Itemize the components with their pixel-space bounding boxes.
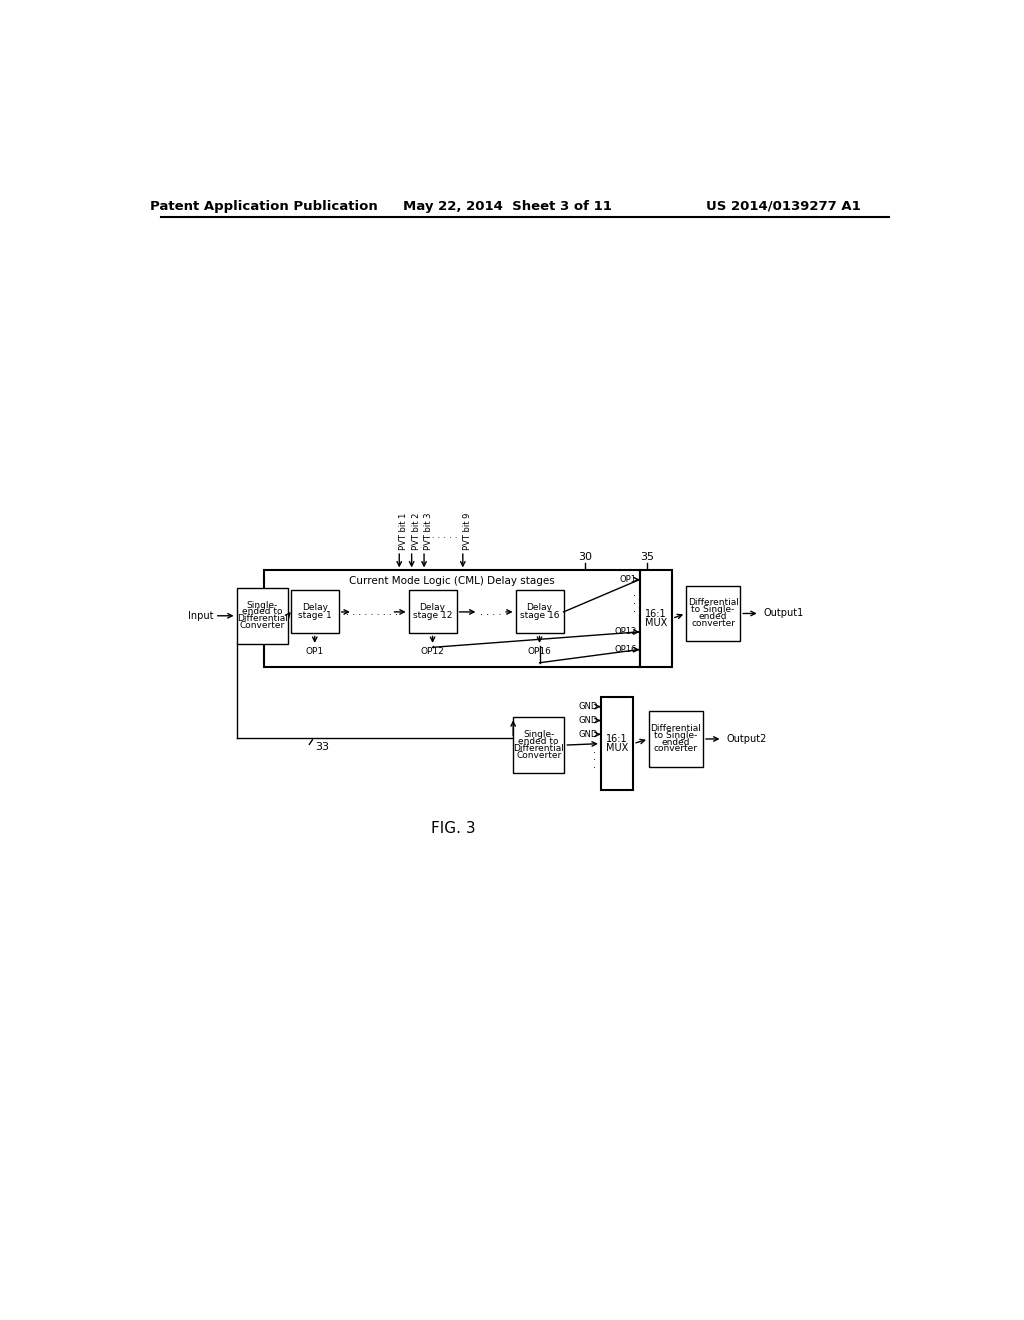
- Text: Delay: Delay: [302, 603, 328, 611]
- Text: Input: Input: [187, 611, 213, 620]
- Text: MUX: MUX: [645, 618, 667, 628]
- Bar: [409, 590, 457, 634]
- Text: .: .: [634, 589, 636, 598]
- Text: 30: 30: [579, 552, 592, 562]
- Text: stage 12: stage 12: [413, 611, 453, 619]
- Text: OP12: OP12: [421, 648, 444, 656]
- Text: GND: GND: [579, 702, 598, 711]
- Text: .: .: [593, 760, 596, 770]
- Text: . . . .: . . . .: [480, 607, 502, 616]
- Text: PVT bit 2: PVT bit 2: [412, 512, 421, 549]
- Text: Output2: Output2: [726, 734, 767, 744]
- Text: OP1: OP1: [620, 576, 636, 583]
- Text: Delay: Delay: [420, 603, 445, 611]
- Text: ended to: ended to: [518, 737, 559, 746]
- Text: .: .: [634, 597, 636, 606]
- Text: Single-: Single-: [247, 601, 278, 610]
- Text: to Single-: to Single-: [691, 605, 735, 614]
- Text: .: .: [593, 744, 596, 755]
- Text: Delay: Delay: [526, 603, 553, 611]
- Text: PVT bit 1: PVT bit 1: [399, 512, 409, 549]
- Text: PVT bit 9: PVT bit 9: [463, 512, 472, 549]
- Text: OP16: OP16: [527, 648, 552, 656]
- Text: converter: converter: [691, 619, 735, 628]
- Text: Differential: Differential: [688, 598, 738, 607]
- Text: ended: ended: [662, 738, 690, 747]
- Text: stage 16: stage 16: [520, 611, 559, 619]
- Text: US 2014/0139277 A1: US 2014/0139277 A1: [706, 199, 860, 213]
- Text: Current Mode Logic (CML) Delay stages: Current Mode Logic (CML) Delay stages: [349, 576, 554, 586]
- Bar: [263, 570, 640, 667]
- Bar: [515, 590, 563, 634]
- Text: to Single-: to Single-: [654, 731, 697, 739]
- Text: Differential: Differential: [650, 723, 701, 733]
- Text: Output1: Output1: [764, 609, 804, 619]
- Text: May 22, 2014  Sheet 3 of 11: May 22, 2014 Sheet 3 of 11: [403, 199, 612, 213]
- Bar: [513, 718, 564, 774]
- Text: . . . . . . . . .: . . . . . . . . .: [346, 607, 398, 616]
- Text: Patent Application Publication: Patent Application Publication: [150, 199, 378, 213]
- Text: Differential: Differential: [237, 614, 288, 623]
- Bar: [649, 711, 703, 767]
- Text: MUX: MUX: [606, 743, 628, 754]
- Text: 16:1: 16:1: [606, 734, 628, 744]
- Bar: [601, 697, 633, 789]
- Text: OP1: OP1: [306, 648, 324, 656]
- Text: OP16: OP16: [614, 645, 636, 655]
- Text: GND: GND: [579, 730, 598, 739]
- Text: Differential: Differential: [513, 743, 564, 752]
- Text: Converter: Converter: [240, 622, 285, 630]
- Text: GND: GND: [579, 715, 598, 725]
- Text: PVT bit 3: PVT bit 3: [424, 512, 433, 549]
- Text: 33: 33: [314, 742, 329, 752]
- Text: ended: ended: [698, 612, 727, 620]
- Text: FIG. 3: FIG. 3: [431, 821, 476, 836]
- Text: 35: 35: [640, 552, 654, 562]
- Text: Converter: Converter: [516, 751, 561, 759]
- Bar: [640, 570, 672, 667]
- Text: .: .: [634, 603, 636, 614]
- Bar: [686, 586, 740, 642]
- Text: OP12: OP12: [614, 627, 636, 636]
- Text: Single-: Single-: [523, 730, 554, 739]
- Text: converter: converter: [654, 744, 698, 754]
- Text: 16:1: 16:1: [645, 609, 667, 619]
- Bar: [237, 589, 288, 644]
- Text: . . . . . .: . . . . . .: [426, 531, 458, 540]
- Text: ended to: ended to: [242, 607, 283, 616]
- Text: stage 1: stage 1: [298, 611, 332, 619]
- Text: .: .: [593, 752, 596, 763]
- Bar: [291, 590, 339, 634]
